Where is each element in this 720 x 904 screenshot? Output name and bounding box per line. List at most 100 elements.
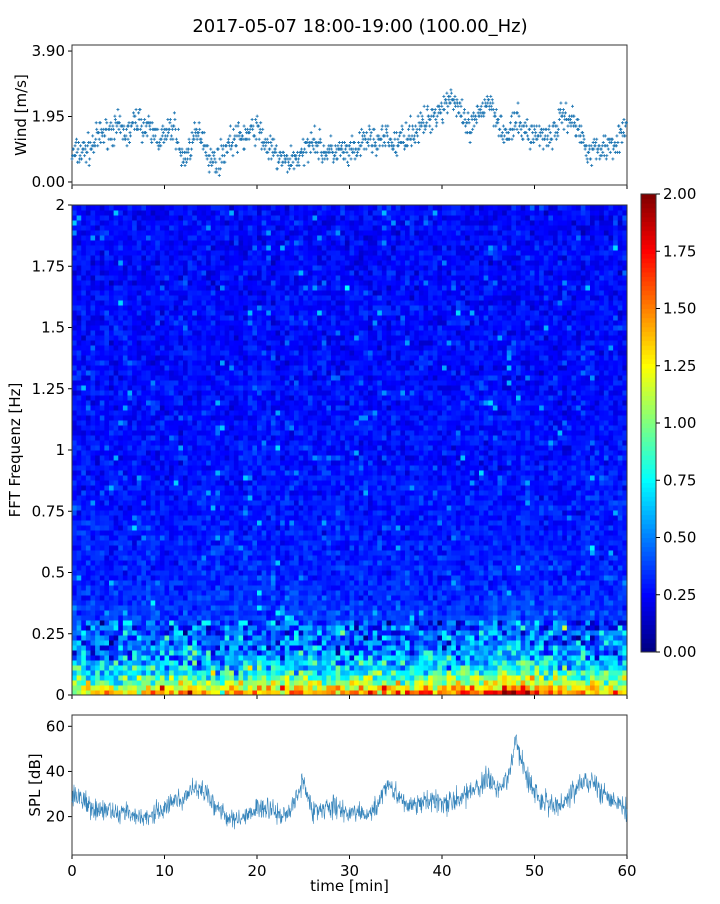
wind-point xyxy=(326,157,329,160)
heatmap-cell xyxy=(243,615,248,621)
heatmap-cell xyxy=(169,675,174,681)
heatmap-cell xyxy=(562,665,567,671)
heatmap-cell xyxy=(146,625,151,631)
heatmap-cell xyxy=(502,655,507,661)
heatmap-cell xyxy=(220,560,225,566)
heatmap-cell xyxy=(248,640,253,646)
heatmap-cell xyxy=(202,595,207,601)
wind-point xyxy=(387,141,390,144)
heatmap-cell xyxy=(502,605,507,611)
wind-point xyxy=(185,161,188,164)
heatmap-cell xyxy=(391,625,396,631)
heatmap-cell xyxy=(572,610,577,616)
heatmap-cell xyxy=(553,655,558,661)
heatmap-cell xyxy=(414,590,419,596)
heatmap-cell xyxy=(539,560,544,566)
heatmap-cell xyxy=(151,680,156,686)
heatmap-cell xyxy=(294,685,299,691)
heatmap-cell xyxy=(322,655,327,661)
heatmap-cell xyxy=(294,640,299,646)
heatmap-cell xyxy=(211,650,216,656)
heatmap-cell xyxy=(354,595,359,601)
heatmap-cell xyxy=(465,535,470,541)
heatmap-cell xyxy=(502,595,507,601)
heatmap-cell xyxy=(141,610,146,616)
heatmap-cell xyxy=(331,640,336,646)
heatmap-cell xyxy=(229,645,234,651)
heatmap-cell xyxy=(123,535,128,541)
heatmap-cell xyxy=(521,605,526,611)
heatmap-cell xyxy=(530,685,535,691)
heatmap-cell xyxy=(141,675,146,681)
heatmap-cell xyxy=(511,600,516,606)
heatmap-cell xyxy=(451,645,456,651)
heatmap-cell xyxy=(128,660,133,666)
heatmap-cell xyxy=(465,620,470,626)
heatmap-cell xyxy=(498,555,503,561)
heatmap-cell xyxy=(303,590,308,596)
heatmap-cell xyxy=(192,605,197,611)
wind-point xyxy=(321,161,324,164)
heatmap-cell xyxy=(474,615,479,621)
heatmap-cell xyxy=(141,640,146,646)
heatmap-cell xyxy=(155,655,160,661)
heatmap-cell xyxy=(535,620,540,626)
heatmap-cell xyxy=(345,575,350,581)
heatmap-cell xyxy=(299,535,304,541)
heatmap-cell xyxy=(289,540,294,546)
heatmap-cell xyxy=(461,635,466,641)
heatmap-cell xyxy=(382,630,387,636)
heatmap-cell xyxy=(313,620,318,626)
heatmap-cell xyxy=(521,655,526,661)
heatmap-cell xyxy=(202,615,207,621)
heatmap-cell xyxy=(410,580,415,586)
heatmap-cell xyxy=(192,625,197,631)
heatmap-cell xyxy=(141,570,146,576)
heatmap-cell xyxy=(151,665,156,671)
heatmap-cell xyxy=(141,685,146,691)
heatmap-cell xyxy=(516,570,521,576)
heatmap-cell xyxy=(493,560,498,566)
heatmap-cell xyxy=(322,580,327,586)
heatmap-cell xyxy=(595,665,600,671)
heatmap-cell xyxy=(609,535,614,541)
heatmap-cell xyxy=(558,565,563,571)
heatmap-cell xyxy=(86,555,91,561)
heatmap-cell xyxy=(377,540,382,546)
heatmap-cell xyxy=(276,555,281,561)
heatmap-cell xyxy=(396,575,401,581)
heatmap-cell xyxy=(128,675,133,681)
wind-point xyxy=(303,164,306,167)
heatmap-cell xyxy=(289,595,294,601)
heatmap-cell xyxy=(391,645,396,651)
heatmap-cell xyxy=(118,605,123,611)
heatmap-cell xyxy=(331,675,336,681)
heatmap-cell xyxy=(535,560,540,566)
heatmap-cell xyxy=(387,590,392,596)
heatmap-cell xyxy=(544,665,549,671)
heatmap-cell xyxy=(141,645,146,651)
wind-point xyxy=(563,115,566,118)
wind-point xyxy=(319,141,322,144)
heatmap-cell xyxy=(484,645,489,651)
heatmap-cell xyxy=(118,615,123,621)
heatmap-cell xyxy=(331,605,336,611)
heatmap-cell xyxy=(81,595,86,601)
heatmap-cell xyxy=(114,575,119,581)
heatmap-cell xyxy=(322,645,327,651)
heatmap-cell xyxy=(507,640,512,646)
heatmap-cell xyxy=(595,565,600,571)
heatmap-cell xyxy=(447,635,452,641)
heatmap-cell xyxy=(465,630,470,636)
heatmap-cell xyxy=(451,640,456,646)
heatmap-cell xyxy=(220,650,225,656)
heatmap-cell xyxy=(387,645,392,651)
heatmap-cell xyxy=(525,625,530,631)
wind-point xyxy=(464,118,467,121)
wind-point xyxy=(75,138,78,141)
heatmap-cell xyxy=(599,565,604,571)
heatmap-cell xyxy=(248,575,253,581)
heatmap-cell xyxy=(377,535,382,541)
heatmap-cell xyxy=(609,600,614,606)
heatmap-cell xyxy=(424,685,429,691)
